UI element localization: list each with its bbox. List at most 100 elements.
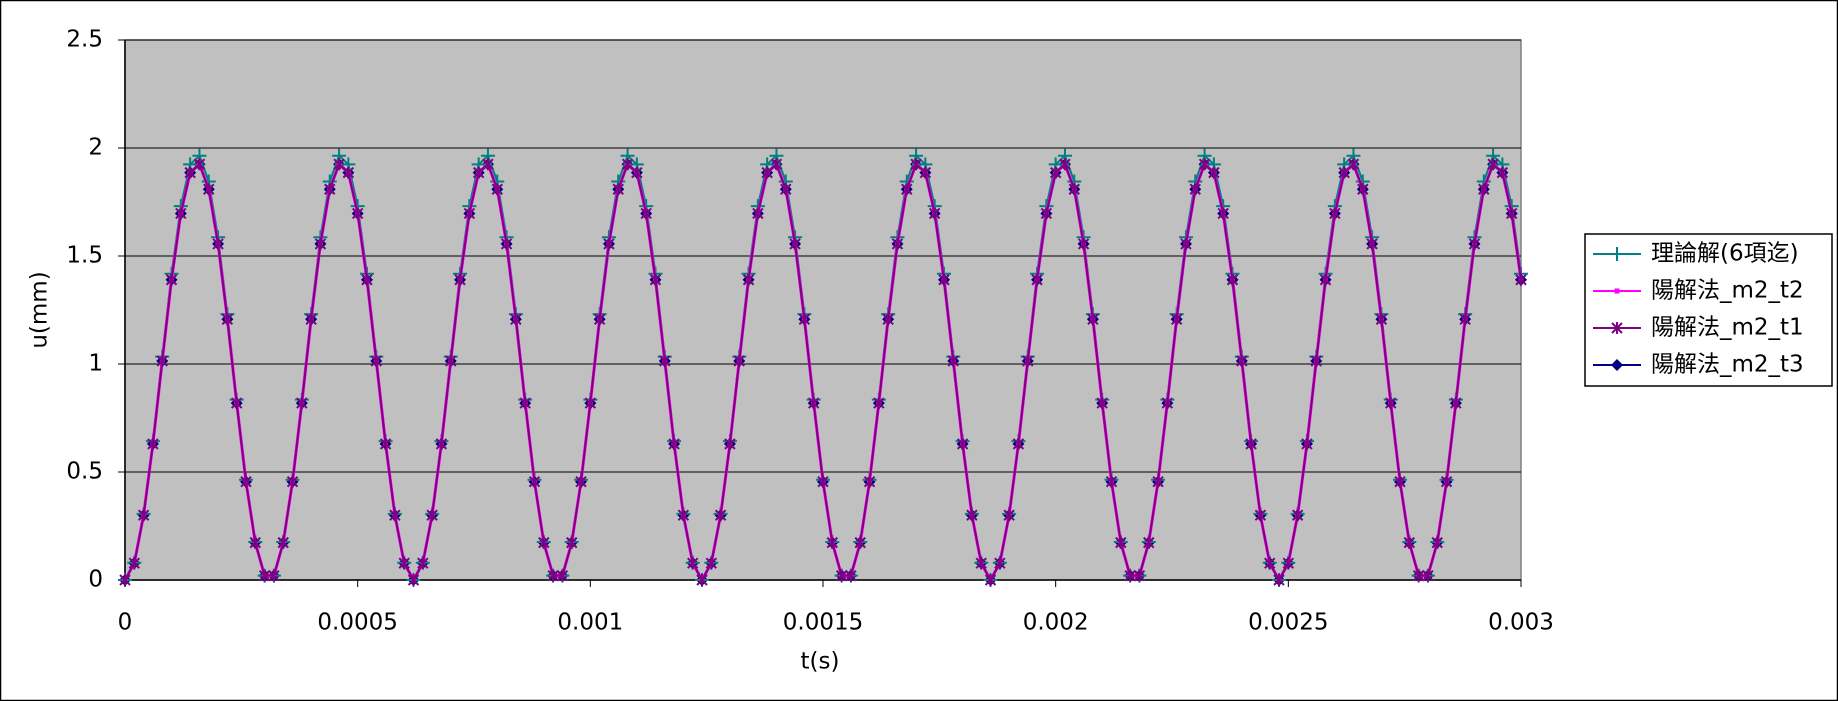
data-point	[882, 313, 894, 326]
data-point	[1208, 166, 1220, 179]
y-axis-title: u(mm)	[27, 271, 53, 348]
data-point	[538, 536, 550, 549]
data-point	[407, 574, 420, 586]
y-tick-label: 1.5	[66, 243, 103, 269]
data-point	[379, 437, 392, 450]
x-tick-label: 0.002	[1023, 610, 1089, 636]
data-point	[947, 354, 960, 367]
data-point	[351, 207, 364, 220]
data-point	[1347, 158, 1360, 171]
data-point	[1152, 475, 1164, 488]
data-point	[1422, 569, 1434, 582]
data-point	[1366, 237, 1378, 250]
data-point	[1375, 313, 1388, 326]
data-point	[426, 509, 438, 522]
data-point	[1505, 207, 1518, 220]
data-point	[510, 313, 522, 326]
data-point	[705, 557, 718, 570]
data-point	[482, 158, 494, 171]
plot-area	[124, 39, 1522, 581]
data-point	[137, 509, 150, 522]
data-point	[733, 354, 745, 367]
data-point	[928, 207, 941, 220]
x-tick-label: 0.0025	[1248, 610, 1328, 636]
data-point	[342, 166, 355, 179]
data-point	[184, 166, 196, 179]
data-point	[1412, 569, 1425, 582]
data-point	[835, 569, 848, 582]
data-point	[156, 354, 168, 367]
data-point	[1115, 536, 1127, 549]
data-point	[221, 313, 234, 326]
data-point	[1357, 183, 1369, 196]
data-point	[603, 237, 615, 250]
data-point	[1273, 574, 1285, 586]
data-point	[445, 354, 457, 367]
data-point	[854, 536, 866, 549]
data-point	[1077, 237, 1090, 250]
data-point	[165, 273, 178, 286]
data-point	[463, 207, 476, 220]
data-point	[119, 574, 131, 586]
data-point	[1068, 183, 1080, 196]
data-point	[1059, 158, 1071, 171]
data-point	[556, 569, 569, 582]
data-point	[193, 158, 206, 171]
legend-box	[1584, 233, 1833, 387]
data-point	[1236, 354, 1248, 367]
data-point	[1105, 475, 1118, 488]
x-tick-label: 0.0015	[783, 610, 863, 636]
data-point	[714, 509, 727, 522]
data-point	[175, 207, 187, 220]
data-point	[668, 437, 680, 450]
data-point	[817, 475, 829, 488]
data-point	[1003, 509, 1015, 522]
x-tick-label: 0.001	[557, 610, 623, 636]
data-point	[1459, 313, 1471, 326]
data-point	[398, 557, 410, 570]
data-point	[724, 437, 736, 450]
data-point	[966, 509, 978, 522]
data-point	[1291, 509, 1304, 522]
data-point	[500, 237, 513, 250]
y-tick-label: 2.5	[66, 27, 103, 53]
data-point	[1217, 207, 1229, 220]
data-point	[212, 237, 224, 250]
data-point	[1124, 569, 1136, 582]
data-point	[873, 397, 885, 410]
data-point	[1087, 313, 1099, 326]
data-point	[1431, 536, 1443, 549]
data-point	[798, 313, 811, 326]
data-point	[1496, 166, 1509, 179]
data-point	[333, 158, 345, 171]
data-point	[519, 397, 531, 410]
data-point	[1264, 557, 1276, 570]
data-point	[1245, 437, 1257, 450]
data-point	[1319, 273, 1332, 286]
data-point	[203, 183, 215, 196]
data-point	[593, 313, 606, 326]
data-point	[1143, 536, 1155, 549]
data-point	[910, 158, 922, 171]
data-point	[1338, 166, 1350, 179]
x-tick-label: 0	[118, 610, 133, 636]
data-point	[324, 183, 336, 196]
y-tick-label: 1	[88, 351, 103, 377]
data-point	[1198, 158, 1211, 171]
data-point	[1301, 437, 1313, 450]
data-point	[696, 574, 708, 586]
legend-marker	[1611, 359, 1623, 371]
data-point	[258, 569, 271, 582]
data-point	[919, 166, 932, 179]
data-point	[147, 437, 159, 450]
data-point	[742, 273, 755, 286]
data-point	[528, 475, 541, 488]
data-point	[845, 569, 857, 582]
data-point	[1022, 354, 1034, 367]
data-point	[1049, 166, 1062, 179]
data-point	[1515, 273, 1527, 286]
data-point	[901, 183, 913, 196]
data-point	[631, 166, 643, 179]
data-point	[370, 354, 382, 367]
data-point	[1031, 273, 1043, 286]
